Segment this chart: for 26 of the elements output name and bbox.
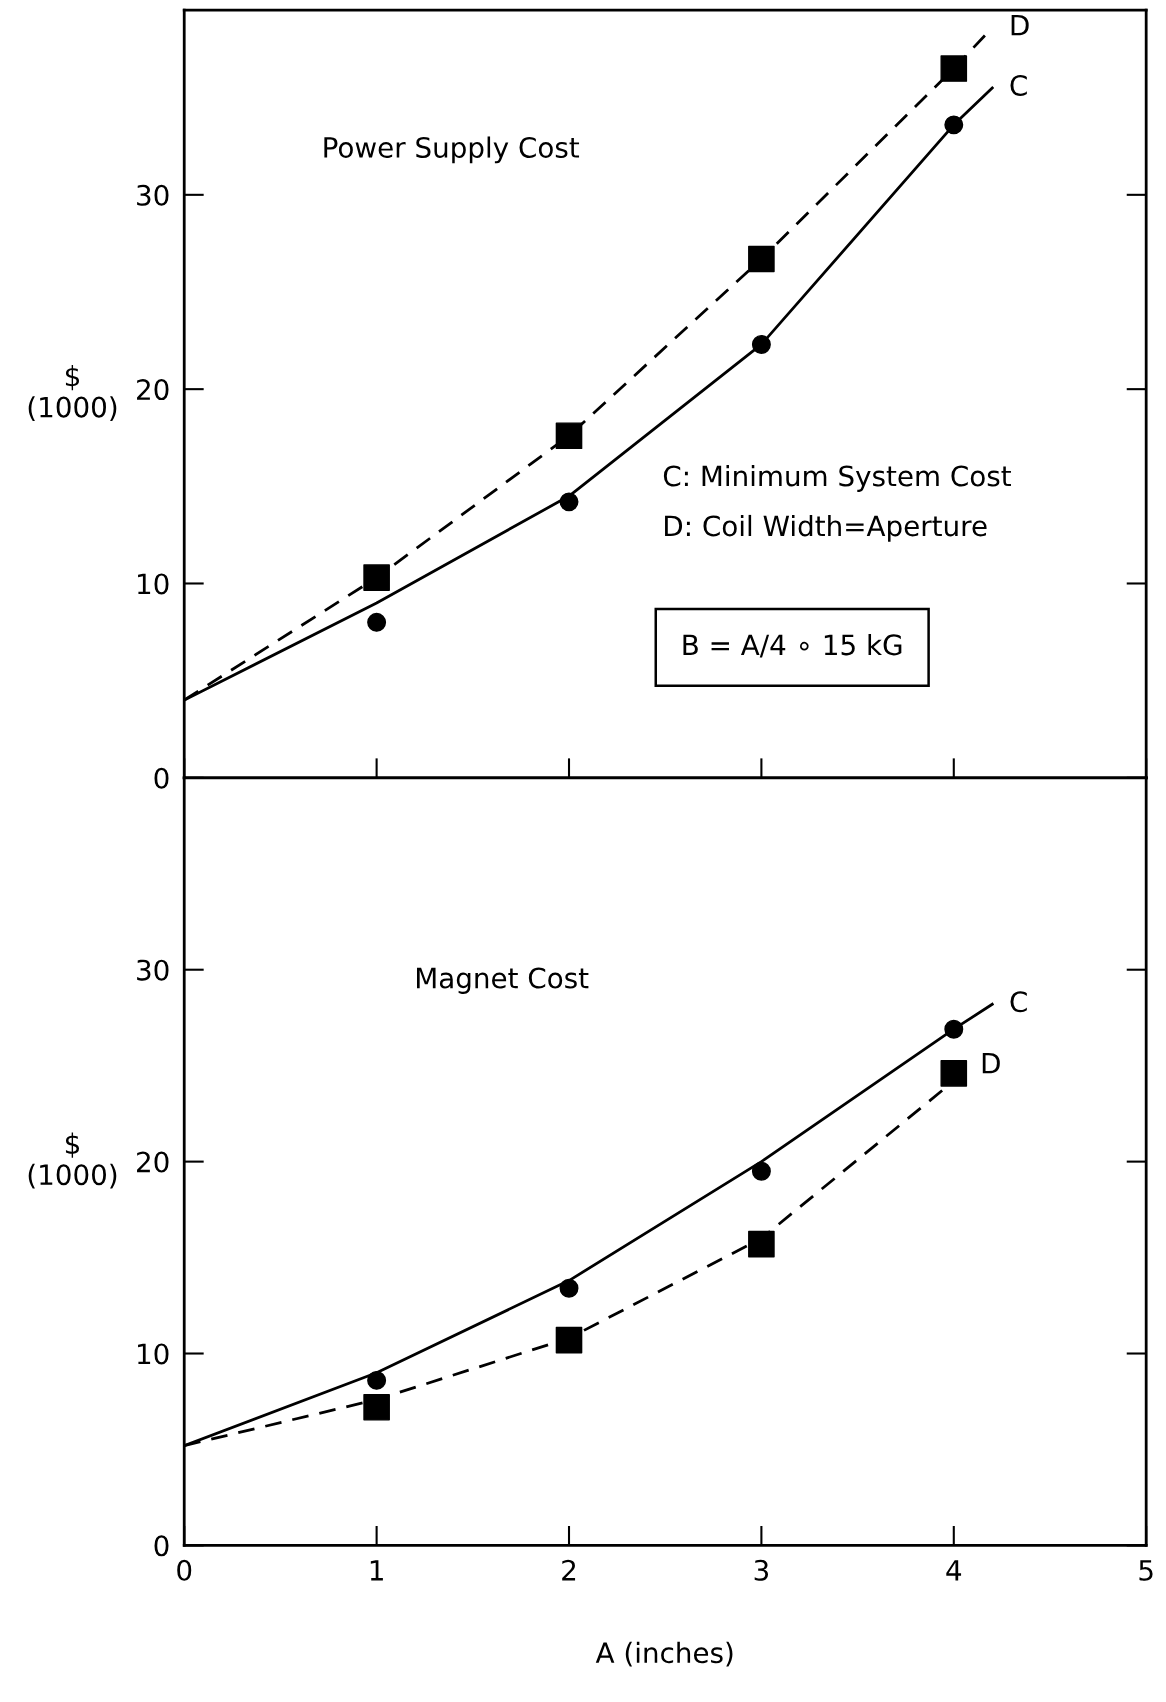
series-label: D bbox=[982, 1053, 1000, 1074]
y-tick-label: 10 bbox=[138, 573, 169, 595]
x-axis-title: A (inches) bbox=[595, 1641, 733, 1667]
series-label: D bbox=[1011, 15, 1029, 36]
x-tick-label: 0 bbox=[177, 1559, 192, 1581]
text: Power Supply Cost bbox=[324, 136, 580, 164]
y-axis-title: $ (1000) bbox=[28, 1132, 117, 1189]
y-axis-title: $ (1000) bbox=[28, 365, 117, 421]
y-tick-label: 30 bbox=[137, 184, 169, 206]
annotation: D: Coil Width=Aperture bbox=[665, 514, 987, 542]
x-tick-label: 2 bbox=[562, 1559, 576, 1581]
x-tick-label: 1 bbox=[370, 1560, 383, 1581]
y-tick-label: 0 bbox=[154, 767, 169, 789]
y-tick-label: 20 bbox=[137, 379, 169, 401]
x-tick-label: 4 bbox=[946, 1560, 962, 1581]
annotation: C: Minimum System Cost bbox=[663, 465, 1011, 492]
series-label: C bbox=[1010, 991, 1027, 1013]
y-tick-label: 20 bbox=[137, 1151, 169, 1173]
x-tick-label: 3 bbox=[754, 1559, 769, 1581]
series-label: C bbox=[1010, 74, 1027, 96]
annotation: B = A/4 ∘ 15 kG bbox=[683, 633, 902, 658]
y-tick-label: 10 bbox=[138, 1343, 169, 1365]
y-tick-label: 0 bbox=[154, 1535, 169, 1557]
text: Magnet Cost bbox=[417, 967, 589, 994]
x-tick-label: 5 bbox=[1139, 1560, 1153, 1581]
y-tick-label: 30 bbox=[137, 959, 169, 981]
